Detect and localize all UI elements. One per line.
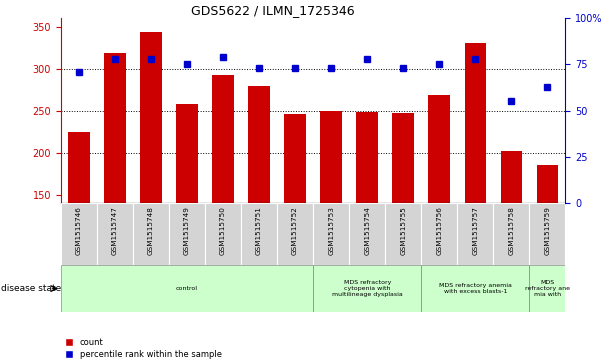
Bar	[465, 44, 486, 203]
Bar	[205, 203, 241, 265]
Text: MDS refractory anemia
with excess blasts-1: MDS refractory anemia with excess blasts…	[439, 283, 512, 294]
Text: GSM1515747: GSM1515747	[112, 206, 118, 255]
Bar	[356, 113, 378, 203]
Bar	[313, 265, 421, 312]
Bar	[537, 166, 558, 203]
Bar	[313, 203, 349, 265]
Bar	[320, 111, 342, 203]
Text: GSM1515758: GSM1515758	[508, 206, 514, 255]
Text: MDS
refractory ane
mia with: MDS refractory ane mia with	[525, 280, 570, 297]
Text: GSM1515750: GSM1515750	[220, 206, 226, 255]
Bar	[241, 203, 277, 265]
Bar	[169, 203, 205, 265]
Bar	[140, 32, 162, 203]
Bar	[61, 203, 97, 265]
Text: GSM1515749: GSM1515749	[184, 206, 190, 255]
Text: GSM1515757: GSM1515757	[472, 206, 478, 255]
Text: GSM1515759: GSM1515759	[544, 206, 550, 255]
Text: GSM1515748: GSM1515748	[148, 206, 154, 255]
Text: GSM1515753: GSM1515753	[328, 206, 334, 255]
Bar	[248, 86, 270, 203]
Bar	[104, 53, 126, 203]
Bar	[500, 151, 522, 203]
Bar	[68, 132, 89, 203]
Text: GSM1515746: GSM1515746	[76, 206, 82, 255]
Title: GDS5622 / ILMN_1725346: GDS5622 / ILMN_1725346	[191, 4, 354, 17]
Text: GSM1515756: GSM1515756	[437, 206, 442, 255]
Bar	[133, 203, 169, 265]
Text: MDS refractory
cytopenia with
multilineage dysplasia: MDS refractory cytopenia with multilinea…	[332, 280, 402, 297]
Text: GSM1515755: GSM1515755	[400, 206, 406, 255]
Bar	[176, 104, 198, 203]
Bar	[392, 113, 414, 203]
Bar	[277, 203, 313, 265]
Bar	[421, 203, 457, 265]
Bar	[61, 265, 313, 312]
Text: GSM1515752: GSM1515752	[292, 206, 298, 255]
Bar	[530, 203, 565, 265]
Bar	[493, 203, 530, 265]
Text: control: control	[176, 286, 198, 291]
Bar	[349, 203, 385, 265]
Bar	[212, 76, 234, 203]
Bar	[421, 265, 530, 312]
Bar	[285, 114, 306, 203]
Bar	[457, 203, 493, 265]
Legend: count, percentile rank within the sample: count, percentile rank within the sample	[65, 338, 222, 359]
Bar	[97, 203, 133, 265]
Bar	[385, 203, 421, 265]
Text: GSM1515751: GSM1515751	[256, 206, 262, 255]
Bar	[429, 95, 450, 203]
Text: disease state: disease state	[1, 284, 61, 293]
Bar	[530, 265, 565, 312]
Text: GSM1515754: GSM1515754	[364, 206, 370, 255]
